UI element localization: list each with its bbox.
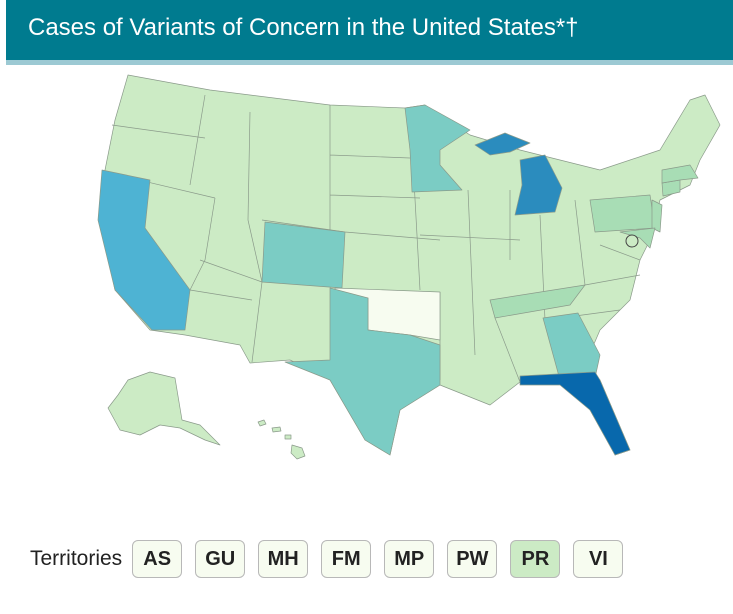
territory-button[interactable]: PR [510, 540, 561, 578]
dc-marker [625, 234, 639, 248]
territory-button[interactable]: GU [195, 540, 246, 578]
territory-button[interactable]: AS [132, 540, 183, 578]
state-pa [589, 194, 656, 233]
territories-label: Territories [30, 547, 123, 570]
state-co [261, 221, 346, 289]
territory-button[interactable]: VI [573, 540, 624, 578]
territory-button[interactable]: PW [447, 540, 498, 578]
hawaii [257, 419, 306, 460]
state-fl [519, 371, 631, 456]
us-map [97, 74, 721, 460]
state-tx [284, 287, 441, 456]
territory-button[interactable]: MH [258, 540, 309, 578]
state-ma [661, 164, 699, 184]
alaska [107, 371, 221, 446]
state-mi-upper [474, 132, 531, 156]
territory-button[interactable]: MP [384, 540, 435, 578]
state-nj [651, 199, 663, 233]
territory-bar: Territories AS GU MH FM MP PW PR VI [30, 540, 636, 578]
page-title: Cases of Variants of Concern in the Unit… [28, 14, 579, 41]
state-mn [404, 104, 471, 193]
state-tn [489, 284, 586, 319]
territory-button[interactable]: FM [321, 540, 372, 578]
states [97, 74, 721, 460]
header: Cases of Variants of Concern in the Unit… [6, 0, 733, 65]
state-ga [542, 312, 601, 381]
state-ca [97, 169, 191, 331]
state-mi-lower [514, 154, 563, 216]
